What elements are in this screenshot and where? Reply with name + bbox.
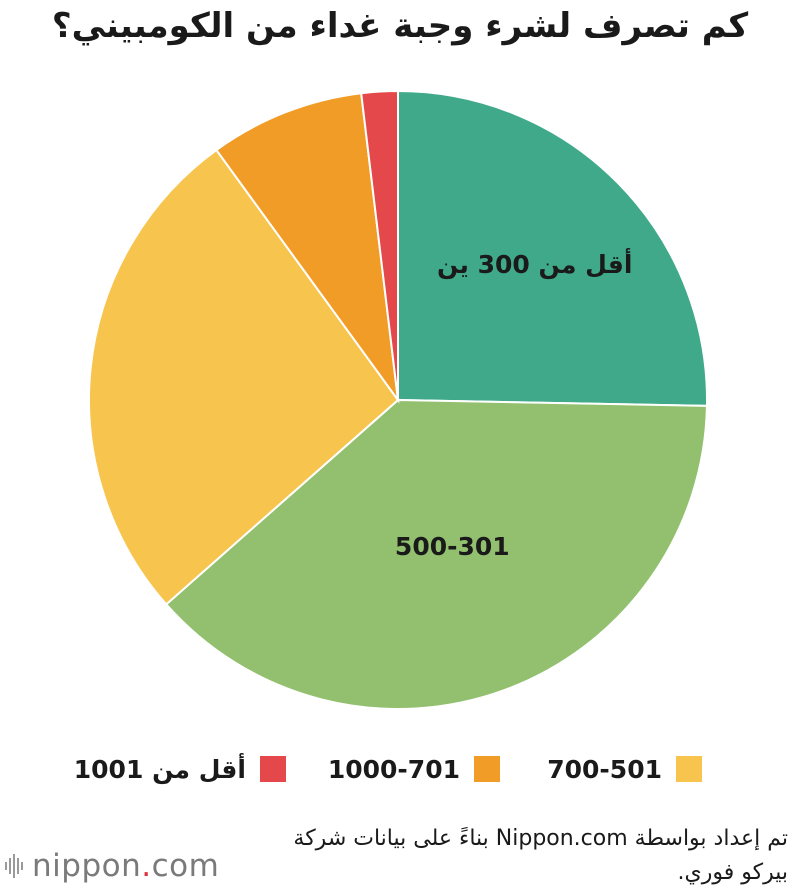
legend-swatch-over-1001 bbox=[260, 756, 286, 782]
legend-label-over-1001: أقل من 1001 bbox=[73, 754, 246, 784]
legend-swatch-501-700 bbox=[676, 756, 702, 782]
legend-label-701-1000: 1000-701 bbox=[327, 754, 460, 784]
source-line-1: تم إعداد بواسطة Nippon.com بناءً على بيا… bbox=[293, 826, 788, 851]
source-note: تم إعداد بواسطة Nippon.com بناءً على بيا… bbox=[228, 822, 788, 890]
pie-slice-3 bbox=[214, 92, 400, 404]
pie-slice-label-0: أقل من 300 ين bbox=[437, 248, 632, 280]
nippon-logo: nippon. com bbox=[4, 848, 219, 884]
nippon-bars-icon bbox=[5, 854, 23, 878]
pie-slice-2 bbox=[88, 148, 400, 606]
pie-slice-4 bbox=[360, 89, 399, 401]
legend-item-501-700: 700-501 bbox=[547, 752, 702, 786]
brand-name: nippon bbox=[32, 848, 142, 884]
brand-suffix: com bbox=[151, 848, 220, 884]
pie-slice-0 bbox=[397, 89, 708, 407]
pie-slice-label-1: 500-301 bbox=[395, 532, 510, 561]
legend-swatch-701-1000 bbox=[474, 756, 500, 782]
brand-dot: . bbox=[141, 848, 152, 884]
source-line-2: بيركو فوري. bbox=[677, 860, 788, 885]
legend-item-over-1001: أقل من 1001 bbox=[74, 752, 286, 786]
legend-label-501-700: 700-501 bbox=[547, 754, 662, 784]
legend-item-701-1000: 1000-701 bbox=[328, 752, 500, 786]
pie-slice-1 bbox=[164, 398, 708, 710]
chart-title: كم تصرف لشرء وجبة غداء من الكومبيني؟ bbox=[51, 6, 749, 46]
